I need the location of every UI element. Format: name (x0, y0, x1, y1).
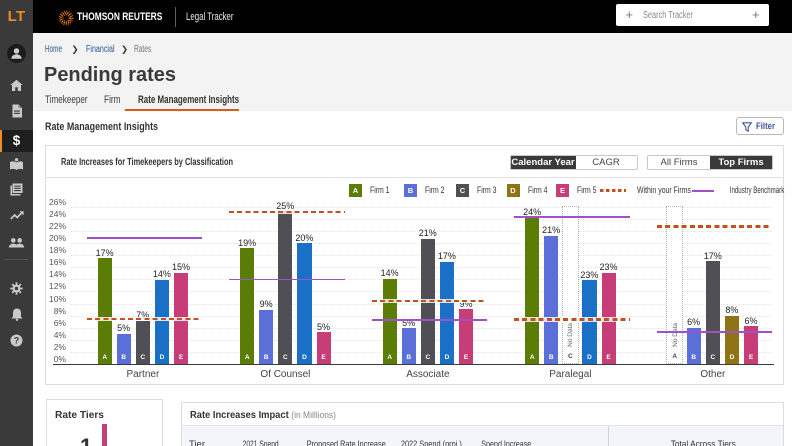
svg-text:?: ? (14, 336, 20, 346)
